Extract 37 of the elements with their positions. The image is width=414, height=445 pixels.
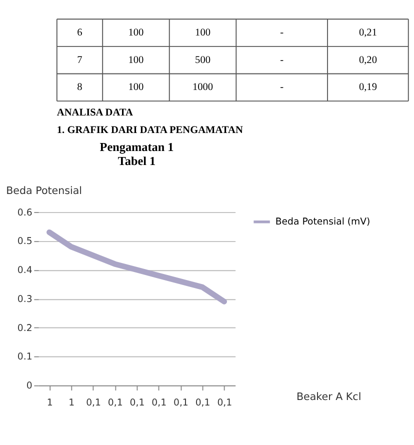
text: 1000: [192, 82, 214, 94]
text: 1. GRAFIK DARI DATA PENGAMATAN: [56, 125, 244, 136]
x-tick-label: 0,1: [217, 397, 232, 408]
text: -: [280, 28, 284, 39]
y-tick-label: 0.3: [17, 294, 32, 305]
text: 0,20: [358, 54, 377, 66]
text: 100: [128, 28, 144, 39]
text: 7: [77, 54, 82, 66]
text: 8: [77, 82, 82, 94]
y-tick-label: 0.6: [17, 207, 32, 218]
text: -: [280, 82, 284, 94]
x-tick-label: 0,1: [86, 397, 101, 408]
text: ANALISA DATA: [56, 108, 134, 119]
x-tick-label: 0,1: [195, 397, 210, 408]
x-tick-label: 0,1: [173, 397, 188, 408]
text: 500: [195, 54, 210, 66]
x-tick-label: 0,1: [130, 397, 145, 408]
text: 6: [77, 28, 82, 39]
x-tick-label: 0,1: [152, 397, 167, 408]
y-axis-title: Beda Potensial: [6, 184, 82, 197]
y-tick-label: 0.1: [17, 352, 32, 363]
legend-label: Beda Potensial (mV): [275, 216, 370, 228]
y-tick-label: 0.5: [17, 236, 32, 248]
x-tick-label: 1: [68, 397, 75, 408]
text: 100: [128, 82, 144, 94]
text: -: [280, 54, 284, 66]
y-tick-label: 0.4: [17, 265, 32, 276]
y-tick-label: 0: [26, 380, 32, 392]
x-tick-label: 0,1: [108, 397, 123, 408]
text: 100: [128, 54, 144, 66]
x-axis-title: Beaker A Kcl: [296, 390, 362, 403]
chart-title: Pengamatan 1 Tabel 1: [100, 140, 174, 168]
text: 0,21: [358, 28, 377, 39]
y-tick-label: 0.2: [17, 322, 32, 334]
x-tick-label: 1: [46, 397, 53, 408]
text: 100: [195, 28, 210, 39]
text: 0,19: [358, 82, 377, 94]
